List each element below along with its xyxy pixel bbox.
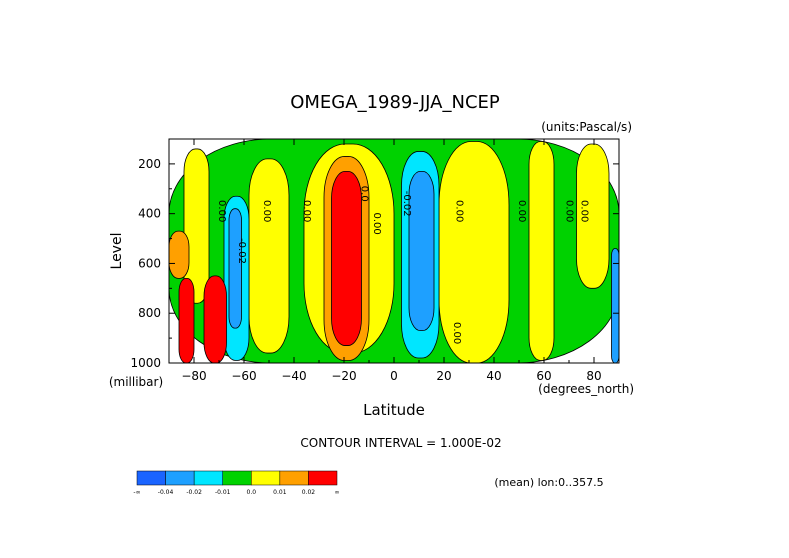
colorbar-swatch bbox=[251, 470, 281, 486]
x-tick-label: −60 bbox=[231, 369, 256, 383]
contour-label: 0.00 bbox=[301, 200, 312, 222]
mean-text: (mean) lon:0..357.5 bbox=[494, 476, 603, 489]
colorbar-label: 0.0 bbox=[247, 489, 257, 496]
colorbar-swatch bbox=[136, 470, 166, 486]
chart-title: OMEGA_1989-JJA_NCEP bbox=[290, 92, 500, 113]
contour-label: 0.00 bbox=[564, 200, 575, 222]
contour-label: -0.02 bbox=[236, 238, 247, 264]
contour-label: 0.00 bbox=[451, 322, 462, 344]
colorbar-swatch bbox=[222, 470, 252, 486]
contour-region-sky bbox=[408, 170, 435, 332]
contour-label: 0.0 bbox=[359, 186, 370, 202]
x-tick-label: −20 bbox=[331, 369, 356, 383]
y-axis-label: Level bbox=[109, 233, 125, 270]
x-tick-label: 80 bbox=[586, 369, 601, 383]
y-tick-label: 600 bbox=[138, 256, 161, 270]
y-axis-ticks: 200 400 600 800 1000 bbox=[130, 138, 619, 370]
colorbar-label: ∞ bbox=[335, 489, 340, 496]
contour-interval-text: CONTOUR INTERVAL = 1.000E-02 bbox=[300, 436, 501, 450]
contour-label: 0.00 bbox=[516, 200, 527, 222]
contour-label: 0.00 bbox=[454, 200, 465, 222]
contour-label: 0.00 bbox=[371, 212, 382, 234]
contour-region-yellow bbox=[576, 143, 610, 289]
y-tick-label: 400 bbox=[138, 207, 161, 221]
contour-region-red bbox=[203, 275, 227, 363]
contour-region-yellow bbox=[438, 141, 510, 363]
x-tick-label: 60 bbox=[536, 369, 551, 383]
colorbar-label: -0.02 bbox=[186, 489, 202, 496]
y-tick-label: 1000 bbox=[130, 356, 161, 370]
contour-region-yellow bbox=[248, 158, 290, 354]
contour-label: 0.00 bbox=[579, 200, 590, 222]
colorbar-label: -0.01 bbox=[215, 489, 231, 496]
colorbar-label: 0.01 bbox=[273, 489, 287, 496]
y-tick-label: 800 bbox=[138, 306, 161, 320]
colorbar-label: 0.02 bbox=[302, 489, 316, 496]
colorbar-swatch bbox=[279, 470, 309, 486]
colorbar-swatch bbox=[308, 470, 338, 486]
y-unit-label: (millibar) bbox=[109, 375, 163, 389]
colorbar-label: -0.04 bbox=[158, 489, 174, 496]
x-tick-label: −80 bbox=[181, 369, 206, 383]
contour-label: 0.00 bbox=[216, 200, 227, 222]
x-tick-label: 0 bbox=[390, 369, 398, 383]
colorbar-swatch bbox=[193, 470, 223, 486]
colorbar: -∞ -0.04 -0.02 -0.01 0.0 0.01 0.02 ∞ bbox=[133, 470, 340, 496]
contour-region-sky bbox=[228, 208, 242, 329]
contour-region-red bbox=[178, 277, 195, 363]
y-tick-label: 200 bbox=[138, 157, 161, 171]
x-axis-ticks: −80 −60 −40 −20 0 20 40 60 80 bbox=[168, 139, 620, 383]
contour-region-yellow bbox=[528, 141, 555, 361]
colorbar-swatch bbox=[165, 470, 195, 486]
contour-region-sky bbox=[611, 248, 619, 363]
colorbar-label: -∞ bbox=[133, 489, 140, 496]
x-axis-label: Latitude bbox=[363, 401, 425, 419]
contour-region-orange bbox=[169, 230, 190, 279]
units-label: (units:Pascal/s) bbox=[541, 120, 632, 134]
contour-region-red bbox=[331, 170, 362, 346]
contour-labels: 0.00 0.00 0.00-0.020.00.00-0.02 0.00 0.00 0.0… bbox=[216, 186, 590, 344]
contour-fill-area bbox=[169, 139, 619, 363]
x-tick-label: 40 bbox=[486, 369, 501, 383]
x-tick-label: 20 bbox=[436, 369, 451, 383]
contour-label: 0.00 bbox=[261, 200, 272, 222]
contour-region-yellow bbox=[183, 148, 210, 304]
contour-label: -0.02 bbox=[401, 191, 412, 217]
x-unit-label: (degrees_north) bbox=[538, 382, 634, 396]
x-tick-label: −40 bbox=[281, 369, 306, 383]
